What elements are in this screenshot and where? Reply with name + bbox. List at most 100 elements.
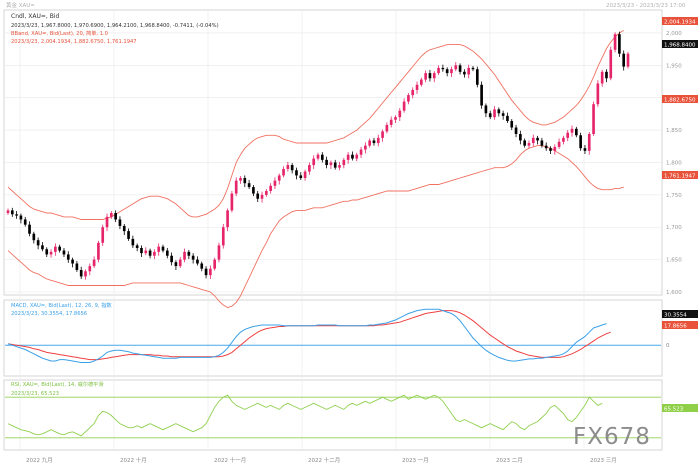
candle-body: [385, 124, 389, 132]
candle-body: [282, 168, 285, 176]
x-axis: 2022 九月 2022 十月 2022 十一月 2022 十二月 2023 一月 202…: [26, 456, 617, 464]
candle-body: [269, 185, 272, 191]
candle-body: [523, 140, 526, 146]
candle-body: [355, 154, 359, 159]
candle-body: [475, 69, 479, 85]
candle-body: [140, 247, 143, 254]
candle-body: [441, 67, 445, 70]
candle-body: [432, 73, 436, 79]
candle-body: [92, 259, 96, 267]
signal-tag-bg: [662, 321, 698, 329]
candle-body: [54, 246, 57, 252]
candle-body: [303, 171, 307, 179]
candle-body: [376, 137, 380, 144]
candle-body: [277, 175, 281, 181]
bband-legend: BBand, XAU=, Bid(Last), 20, 简单, 1.0: [11, 29, 108, 37]
candle-body: [256, 193, 260, 199]
candle-body: [463, 71, 466, 75]
candle-body: [506, 115, 509, 122]
candle-body: [312, 158, 316, 166]
candle-body: [79, 269, 83, 277]
candle-body: [62, 250, 66, 255]
macd-pane[interactable]: [3, 299, 663, 377]
candle-body: [299, 175, 303, 179]
rsi-pane[interactable]: [3, 379, 663, 451]
candle-body: [15, 214, 18, 216]
candle-body: [398, 110, 402, 118]
candle-body: [596, 83, 600, 105]
macd-tag-bg: [662, 310, 698, 318]
candle-body: [178, 259, 182, 267]
candle-body: [114, 212, 117, 220]
candle-body: [66, 254, 70, 260]
candle-body: [127, 231, 130, 239]
macd-line: [7, 308, 607, 363]
candle-body: [153, 251, 156, 256]
candle-body: [424, 73, 427, 80]
candle-body: [411, 89, 415, 96]
bb-upper-tag: 2,004.1934: [664, 20, 696, 26]
candle-body: [544, 145, 548, 149]
candle-body: [450, 69, 453, 74]
candle-body: [519, 133, 522, 141]
rsi-tag: 65.523: [664, 407, 684, 413]
candle-body: [445, 69, 449, 74]
candle-body: [428, 73, 432, 79]
candle-body: [510, 121, 514, 128]
main-pane[interactable]: [3, 9, 663, 296]
candle-body: [28, 224, 31, 234]
rsi-line-path: [7, 394, 603, 437]
candle-body: [58, 246, 61, 251]
bb-mid-tag: 1,882.6750: [664, 98, 696, 104]
macd-tag: 30.3554: [664, 313, 687, 319]
candle-body: [148, 250, 152, 256]
candle-body: [97, 242, 100, 260]
candle-body: [497, 109, 501, 114]
bollinger-bands: [7, 30, 624, 308]
candle-body: [536, 137, 539, 141]
candle-body: [273, 180, 277, 186]
candle-body: [247, 183, 251, 188]
rsi-values: 2023/3/23, 65.523: [11, 391, 59, 397]
candle-body: [575, 128, 578, 136]
candle-body: [161, 246, 165, 251]
candle-body: [45, 249, 49, 255]
candle-body: [437, 67, 440, 74]
candle-body: [196, 259, 199, 264]
candle-body: [157, 246, 161, 252]
candle-body: [562, 137, 565, 142]
candle-body: [165, 250, 169, 256]
candle-body: [368, 140, 371, 146]
grid-lines: [5, 11, 661, 449]
bb-lower-tag: 1,761.1947: [664, 174, 696, 180]
candle-body: [600, 71, 604, 84]
bb-lower-tag-bg: [662, 171, 698, 179]
candle-body: [49, 251, 53, 255]
candle-body: [609, 49, 613, 79]
x-axis-label: 2023 三月: [590, 457, 617, 464]
candle-body: [587, 133, 591, 151]
bollinger-lower-line: [7, 145, 624, 308]
macd-lines: [5, 308, 661, 363]
bollinger-upper-line: [7, 30, 624, 220]
candle-body: [32, 233, 36, 241]
candle-body: [570, 128, 574, 133]
candle-body: [613, 34, 617, 50]
candle-body: [454, 65, 458, 70]
candle-body: [183, 251, 186, 260]
candle-body: [549, 148, 552, 151]
window-title-right: 2023/3/23 - 2023/3/23 17:00: [606, 3, 686, 9]
candle-body: [566, 132, 570, 138]
y-tick-label: 1,600: [666, 290, 682, 296]
x-axis-label: 2023 二月: [496, 457, 523, 464]
candle-body: [204, 268, 208, 276]
candle-body: [308, 165, 311, 172]
candle-body: [41, 245, 44, 250]
candle-body: [488, 113, 492, 118]
candle-body: [342, 159, 346, 166]
y-tick-label: 1,750: [666, 193, 682, 199]
y-tick-label: 1,850: [666, 128, 682, 134]
candle-body: [88, 266, 92, 272]
candlestick-series: [6, 31, 630, 280]
